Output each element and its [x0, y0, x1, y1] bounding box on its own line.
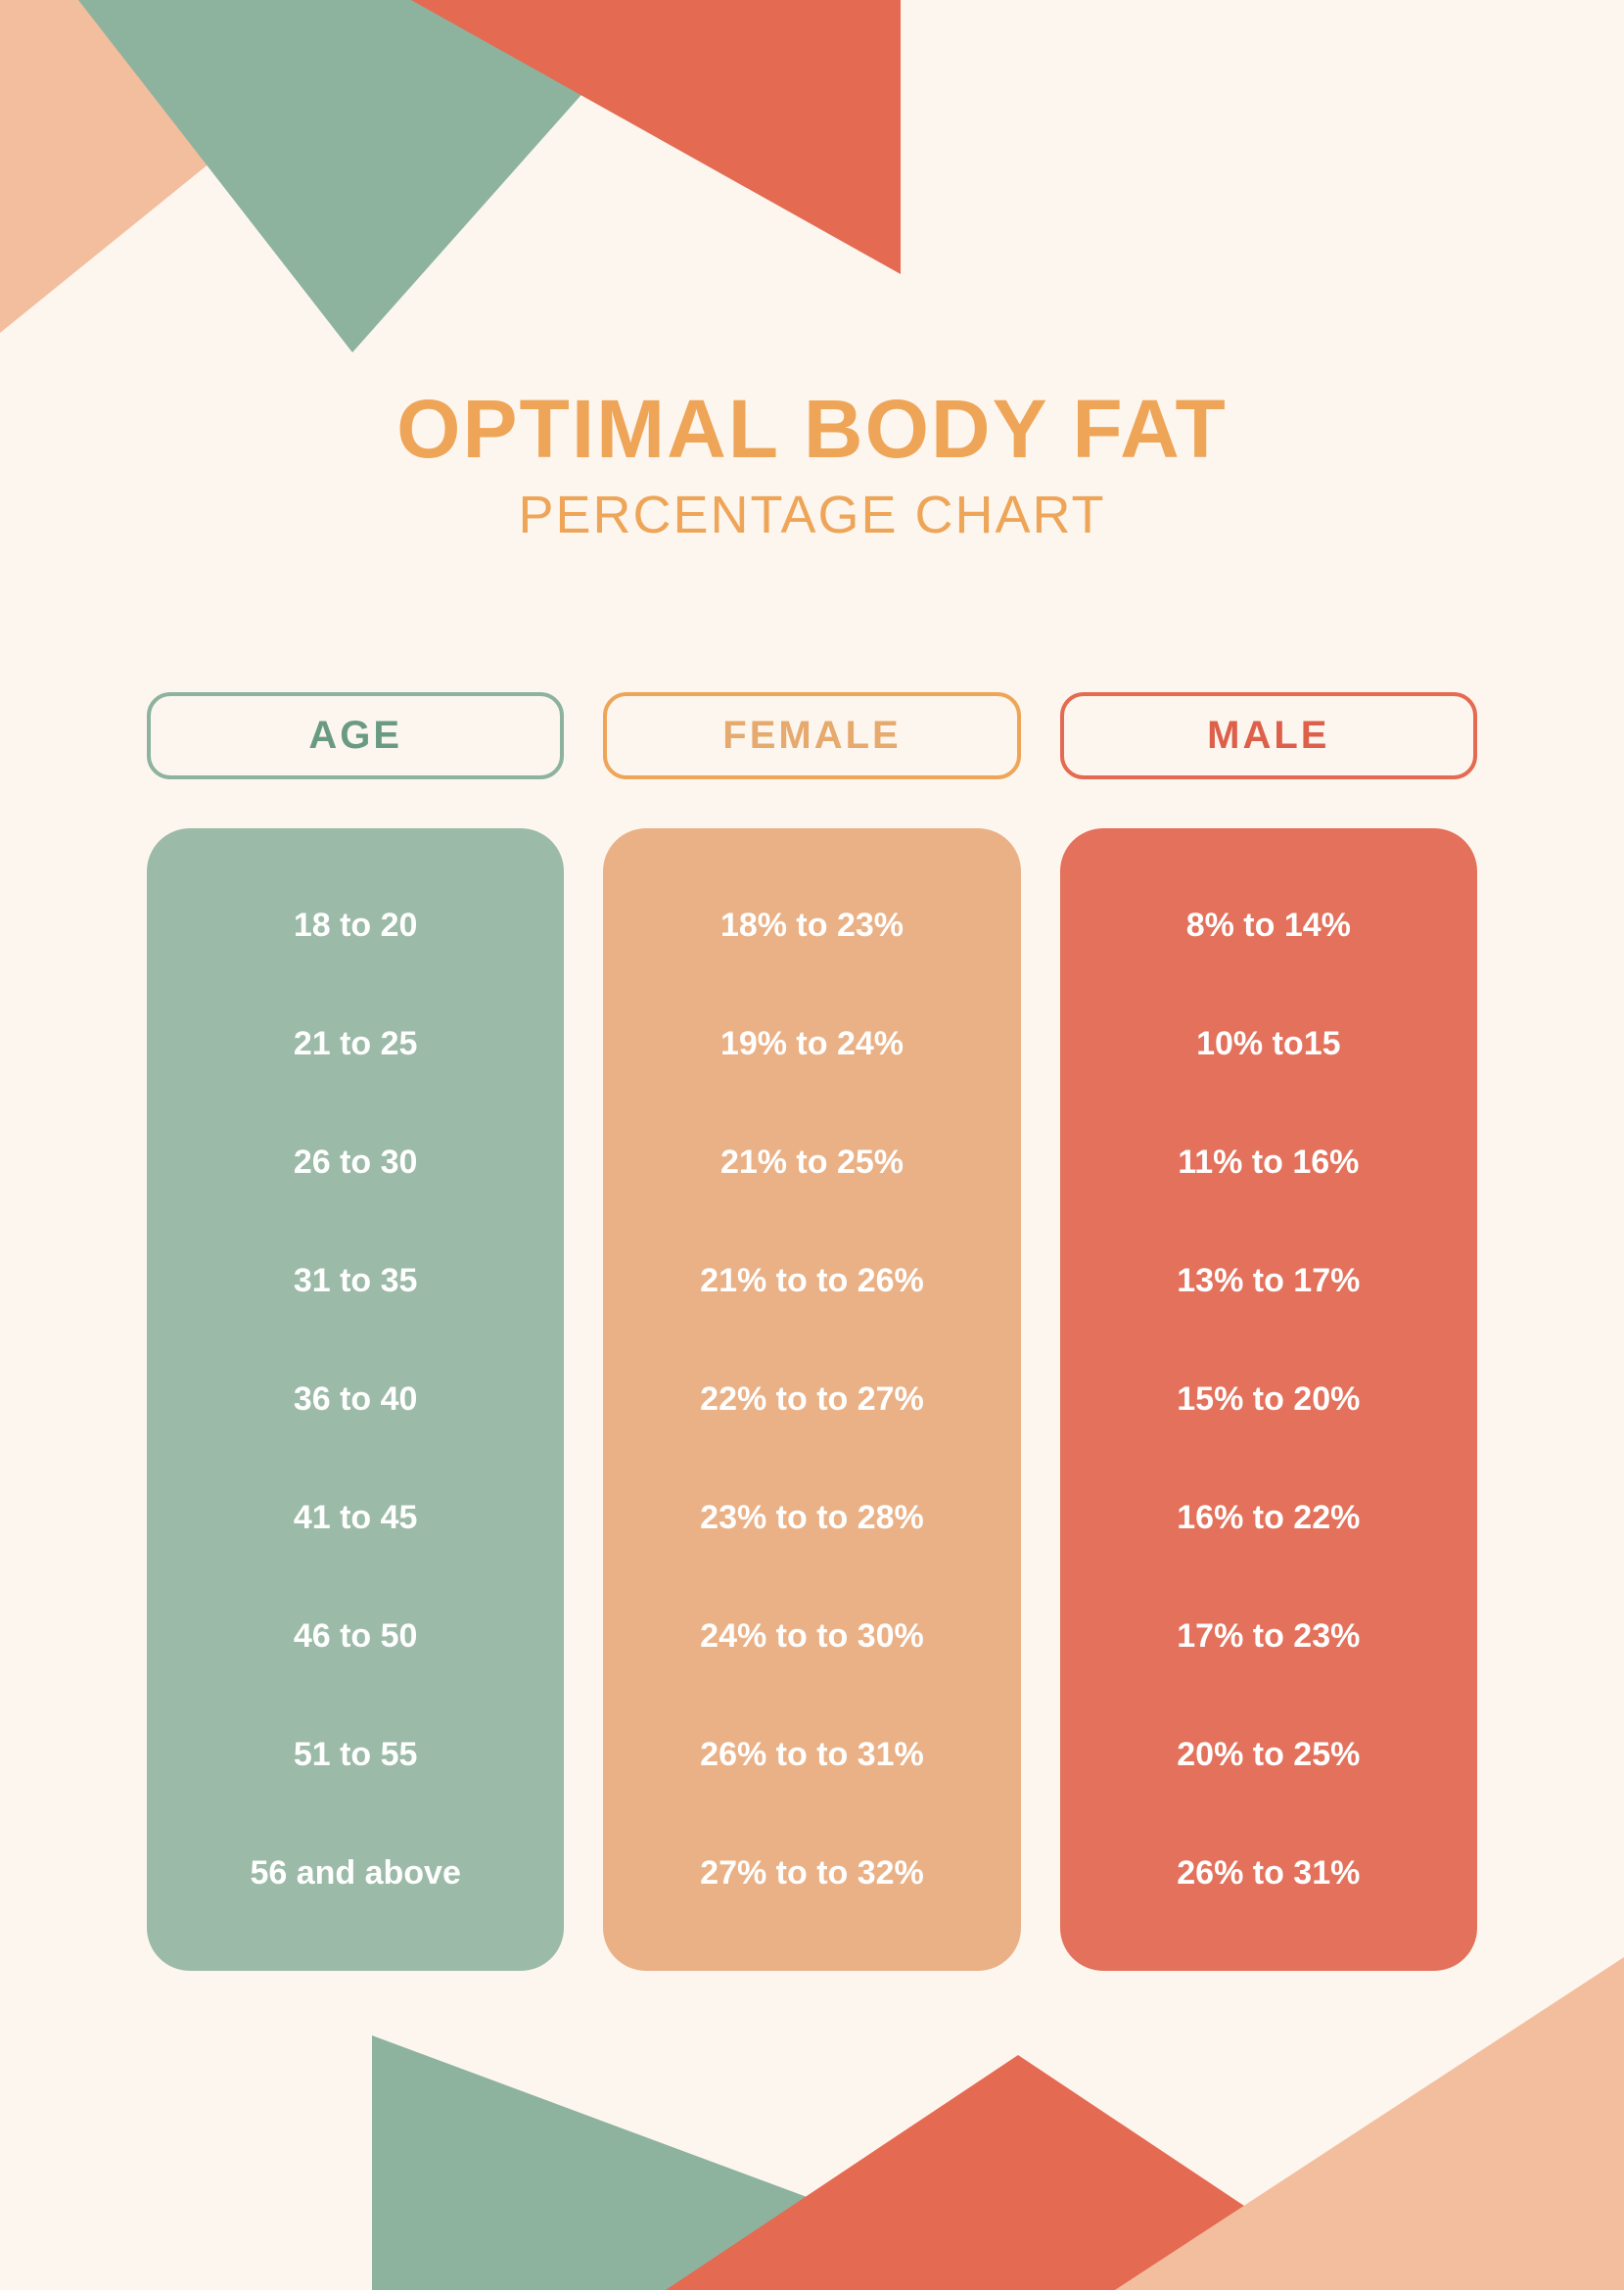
column-age: AGE 18 to 20 21 to 25 26 to 30 31 to 35 … — [147, 692, 564, 1971]
table-cell: 11% to 16% — [1090, 1144, 1448, 1182]
column-header-male: MALE — [1060, 692, 1477, 779]
page-subtitle: PERCENTAGE CHART — [0, 485, 1624, 545]
column-body-male: 8% to 14% 10% to15 11% to 16% 13% to 17%… — [1060, 828, 1477, 1971]
decor-triangle-peach-bottom — [1115, 1957, 1624, 2290]
table-cell: 18 to 20 — [176, 907, 534, 945]
chart-content: OPTIMAL BODY FAT PERCENTAGE CHART AGE 18… — [0, 0, 1624, 1971]
table-cell: 15% to 20% — [1090, 1380, 1448, 1419]
table-cell: 16% to 22% — [1090, 1499, 1448, 1537]
column-body-female: 18% to 23% 19% to 24% 21% to 25% 21% to … — [603, 828, 1020, 1971]
table-cell: 56 and above — [176, 1854, 534, 1893]
table-cell: 21% to to 26% — [632, 1262, 991, 1300]
column-header-female: FEMALE — [603, 692, 1020, 779]
table-cell: 17% to 23% — [1090, 1617, 1448, 1656]
column-male: MALE 8% to 14% 10% to15 11% to 16% 13% t… — [1060, 692, 1477, 1971]
table-cell: 26 to 30 — [176, 1144, 534, 1182]
column-body-age: 18 to 20 21 to 25 26 to 30 31 to 35 36 t… — [147, 828, 564, 1971]
column-header-age: AGE — [147, 692, 564, 779]
table-cell: 22% to to 27% — [632, 1380, 991, 1419]
table-cell: 23% to to 28% — [632, 1499, 991, 1537]
table-cell: 31 to 35 — [176, 1262, 534, 1300]
table-cell: 41 to 45 — [176, 1499, 534, 1537]
table-cell: 10% to15 — [1090, 1025, 1448, 1063]
table-cell: 51 to 55 — [176, 1736, 534, 1774]
table-cell: 26% to to 31% — [632, 1736, 991, 1774]
table-cell: 8% to 14% — [1090, 907, 1448, 945]
table-cell: 36 to 40 — [176, 1380, 534, 1419]
table-cell: 26% to 31% — [1090, 1854, 1448, 1893]
column-female: FEMALE 18% to 23% 19% to 24% 21% to 25% … — [603, 692, 1020, 1971]
page-title: OPTIMAL BODY FAT — [0, 382, 1624, 477]
table-cell: 21 to 25 — [176, 1025, 534, 1063]
table-cell: 24% to to 30% — [632, 1617, 991, 1656]
table-cell: 13% to 17% — [1090, 1262, 1448, 1300]
table-cell: 20% to 25% — [1090, 1736, 1448, 1774]
table-cell: 19% to 24% — [632, 1025, 991, 1063]
table-columns: AGE 18 to 20 21 to 25 26 to 30 31 to 35 … — [0, 692, 1624, 1971]
table-cell: 18% to 23% — [632, 907, 991, 945]
table-cell: 27% to to 32% — [632, 1854, 991, 1893]
table-cell: 21% to 25% — [632, 1144, 991, 1182]
table-cell: 46 to 50 — [176, 1617, 534, 1656]
